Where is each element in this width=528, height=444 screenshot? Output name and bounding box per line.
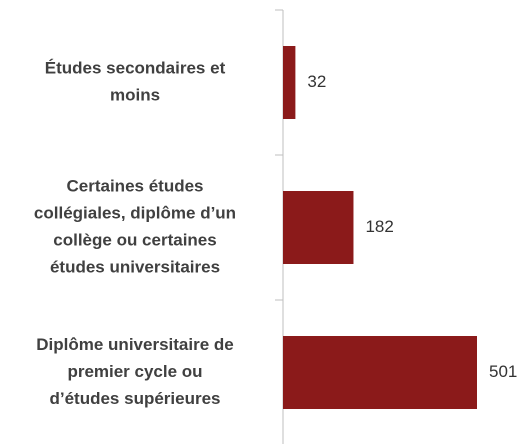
category-label: collégiales, diplôme d’un	[34, 203, 236, 222]
category-label: moins	[110, 85, 160, 104]
category-label: Études secondaires et	[45, 58, 226, 77]
category-label: Certaines études	[67, 176, 204, 195]
category-label: premier cycle ou	[67, 362, 202, 381]
bar	[283, 336, 477, 409]
value-label: 501	[489, 362, 517, 381]
category-label: Diplôme universitaire de	[36, 335, 233, 354]
value-label: 182	[365, 217, 393, 236]
category-label: études universitaires	[50, 257, 220, 276]
bar	[283, 191, 354, 264]
category-label: collège ou certaines	[53, 230, 216, 249]
value-label: 32	[307, 72, 326, 91]
bar	[283, 46, 296, 119]
category-label: d’études supérieures	[49, 389, 220, 408]
